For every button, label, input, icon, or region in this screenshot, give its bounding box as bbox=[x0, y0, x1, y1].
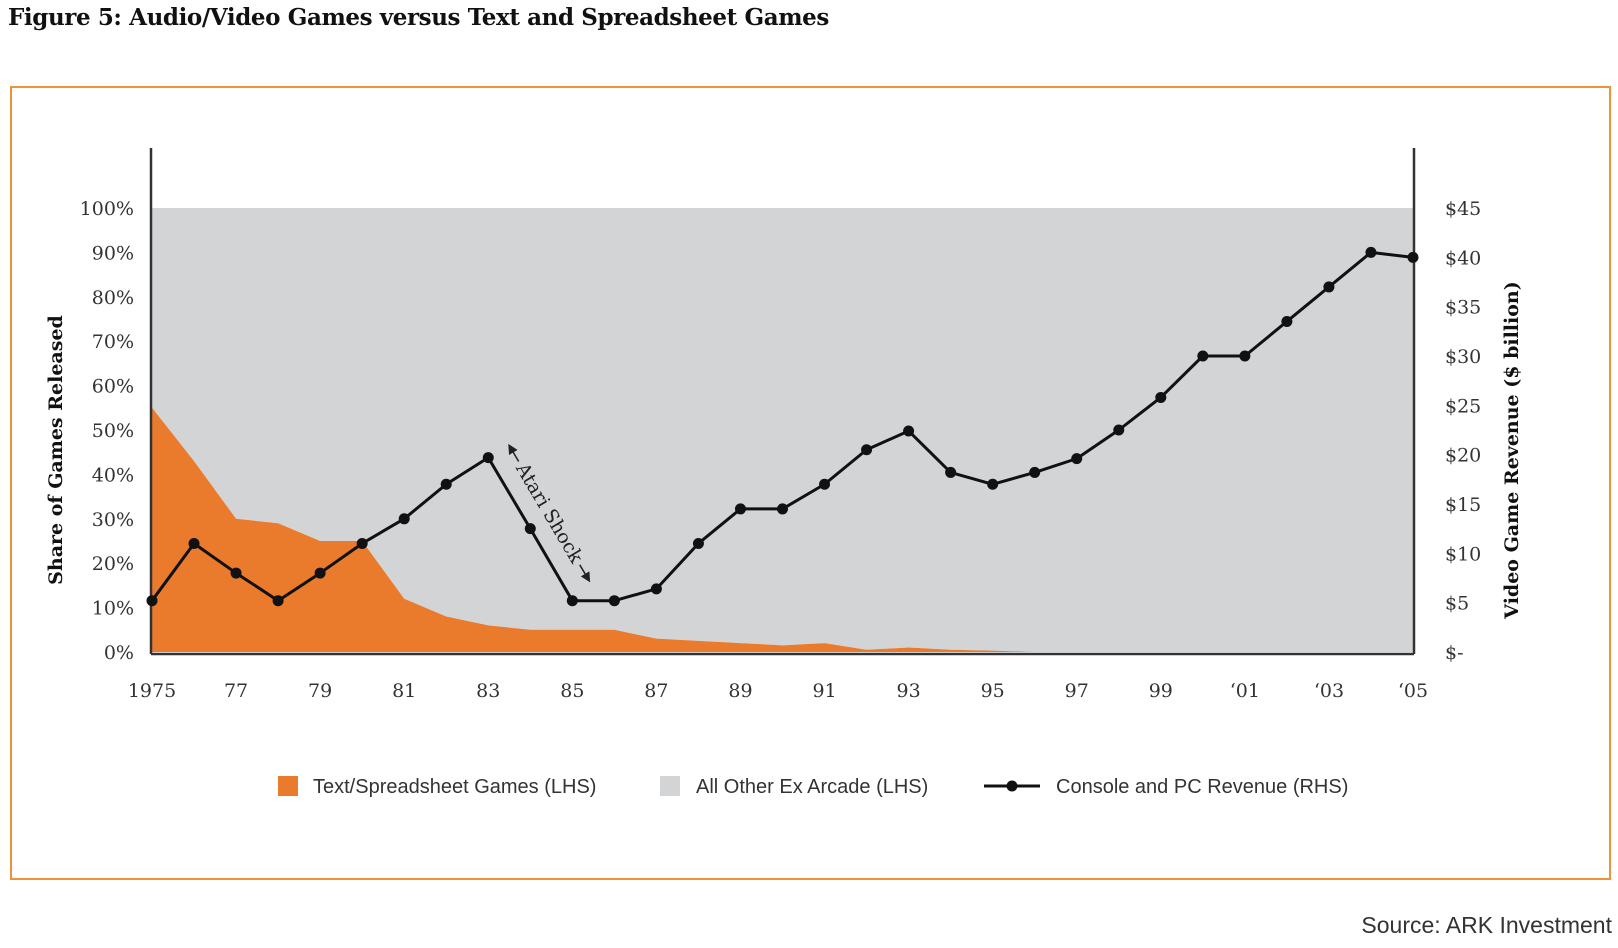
revenue-point bbox=[524, 523, 536, 535]
revenue-point bbox=[861, 444, 873, 456]
y-left-tick-label: 60% bbox=[92, 376, 134, 398]
revenue-point bbox=[1113, 424, 1125, 436]
annotation-arrow-start bbox=[508, 443, 520, 462]
revenue-point bbox=[903, 425, 915, 437]
figure-title: Figure 5: Audio/Video Games versus Text … bbox=[8, 4, 829, 31]
legend: Text/Spreadsheet Games (LHS) All Other Ex… bbox=[278, 776, 1348, 798]
revenue-point bbox=[777, 503, 788, 515]
axes bbox=[149, 148, 1416, 656]
y-right-tick-label: $15 bbox=[1445, 494, 1481, 516]
revenue-point bbox=[1239, 350, 1251, 362]
legend-label-text-spreadsheet: Text/Spreadsheet Games (LHS) bbox=[313, 776, 596, 798]
revenue-point bbox=[1323, 281, 1335, 293]
x-tick-label: 83 bbox=[476, 680, 500, 702]
revenue-point bbox=[398, 513, 410, 525]
x-tick-label: 89 bbox=[728, 680, 752, 702]
y-right-tick-label: $30 bbox=[1445, 346, 1481, 368]
x-tick-label: 79 bbox=[308, 680, 332, 702]
revenue-point bbox=[1155, 391, 1167, 403]
area-all-other-ex-arcade bbox=[152, 208, 1413, 652]
x-tick-label: 99 bbox=[1149, 680, 1173, 702]
y-left-tick-label: 50% bbox=[92, 420, 134, 442]
x-tick-label: 85 bbox=[560, 680, 584, 702]
legend-swatch-all-other bbox=[660, 776, 680, 796]
y-left-tick-label: 70% bbox=[92, 331, 134, 353]
revenue-point bbox=[692, 537, 704, 549]
y-right-tick-label: $40 bbox=[1445, 247, 1481, 269]
revenue-point bbox=[1407, 251, 1419, 263]
y-right-tick-label: $10 bbox=[1445, 543, 1481, 565]
y-left-tick-label: 30% bbox=[92, 509, 134, 531]
y-left-tick-label: 20% bbox=[92, 553, 134, 575]
revenue-point bbox=[987, 478, 999, 490]
legend-label-all-other: All Other Ex Arcade (LHS) bbox=[696, 776, 928, 798]
revenue-point bbox=[482, 452, 494, 464]
revenue-point bbox=[1365, 246, 1377, 258]
y-left-tick-label: 80% bbox=[92, 287, 134, 309]
revenue-point bbox=[650, 583, 662, 595]
revenue-point bbox=[356, 537, 368, 549]
source-note: Source: ARK Investment bbox=[1361, 912, 1612, 938]
x-tick-label: 93 bbox=[897, 680, 921, 702]
x-tick-label: 87 bbox=[644, 680, 668, 702]
y-left-tick-label: 90% bbox=[92, 242, 134, 264]
revenue-point bbox=[566, 595, 578, 607]
y-left-tick-label: 10% bbox=[92, 598, 134, 620]
y-right-axis-title: Video Game Revenue ($ billion) bbox=[1501, 281, 1523, 619]
y-right-tick-label: $35 bbox=[1445, 297, 1481, 319]
tick-labels: 0% 10% 20% 30% 40% 50% 60% 70% 80% 90% 100% $- $5 $10… bbox=[80, 198, 1482, 702]
revenue-point bbox=[819, 478, 831, 490]
chart-frame bbox=[10, 86, 1611, 880]
y-left-axis-title: Share of Games Released bbox=[45, 315, 67, 585]
legend-swatch-text-spreadsheet bbox=[278, 776, 298, 796]
y-left-tick-label: 100% bbox=[80, 198, 134, 220]
x-tick-label: ‘03 bbox=[1314, 680, 1344, 702]
revenue-point bbox=[314, 567, 326, 579]
revenue-point bbox=[945, 466, 957, 478]
y-right-tick-label: $20 bbox=[1445, 445, 1481, 467]
revenue-point bbox=[1197, 350, 1209, 362]
axis-titles: Share of Games Released Video Game Revenu… bbox=[45, 281, 1523, 619]
revenue-point bbox=[1281, 315, 1293, 327]
revenue-point bbox=[188, 537, 200, 549]
y-left-tick-label: 40% bbox=[92, 464, 134, 486]
revenue-point bbox=[146, 595, 158, 607]
x-tick-label: 97 bbox=[1065, 680, 1089, 702]
revenue-point bbox=[734, 503, 746, 515]
annotation-arrow-end bbox=[579, 564, 591, 583]
y-right-tick-label: $- bbox=[1445, 642, 1464, 664]
x-tick-label: 91 bbox=[812, 680, 836, 702]
revenue-point bbox=[1029, 466, 1041, 478]
y-right-tick-label: $45 bbox=[1445, 198, 1481, 220]
y-right-tick-label: $5 bbox=[1445, 593, 1469, 615]
revenue-point bbox=[272, 595, 284, 607]
revenue-point bbox=[608, 595, 620, 607]
x-tick-label: 81 bbox=[392, 680, 416, 702]
y-right-tick-label: $25 bbox=[1445, 395, 1481, 417]
legend-marker-revenue bbox=[1006, 780, 1018, 792]
x-tick-label: 77 bbox=[224, 680, 248, 702]
x-tick-label: 1975 bbox=[128, 680, 176, 702]
x-tick-label: 95 bbox=[981, 680, 1005, 702]
revenue-line-series bbox=[146, 246, 1419, 607]
area-series bbox=[152, 208, 1413, 652]
legend-label-revenue: Console and PC Revenue (RHS) bbox=[1056, 776, 1348, 798]
revenue-point bbox=[440, 478, 452, 490]
revenue-point bbox=[1071, 453, 1083, 465]
x-tick-label: ‘05 bbox=[1398, 680, 1428, 702]
area-text-spreadsheet-games bbox=[152, 407, 1413, 652]
revenue-point bbox=[230, 567, 242, 579]
x-tick-label: ‘01 bbox=[1230, 680, 1260, 702]
y-left-tick-label: 0% bbox=[104, 642, 134, 664]
